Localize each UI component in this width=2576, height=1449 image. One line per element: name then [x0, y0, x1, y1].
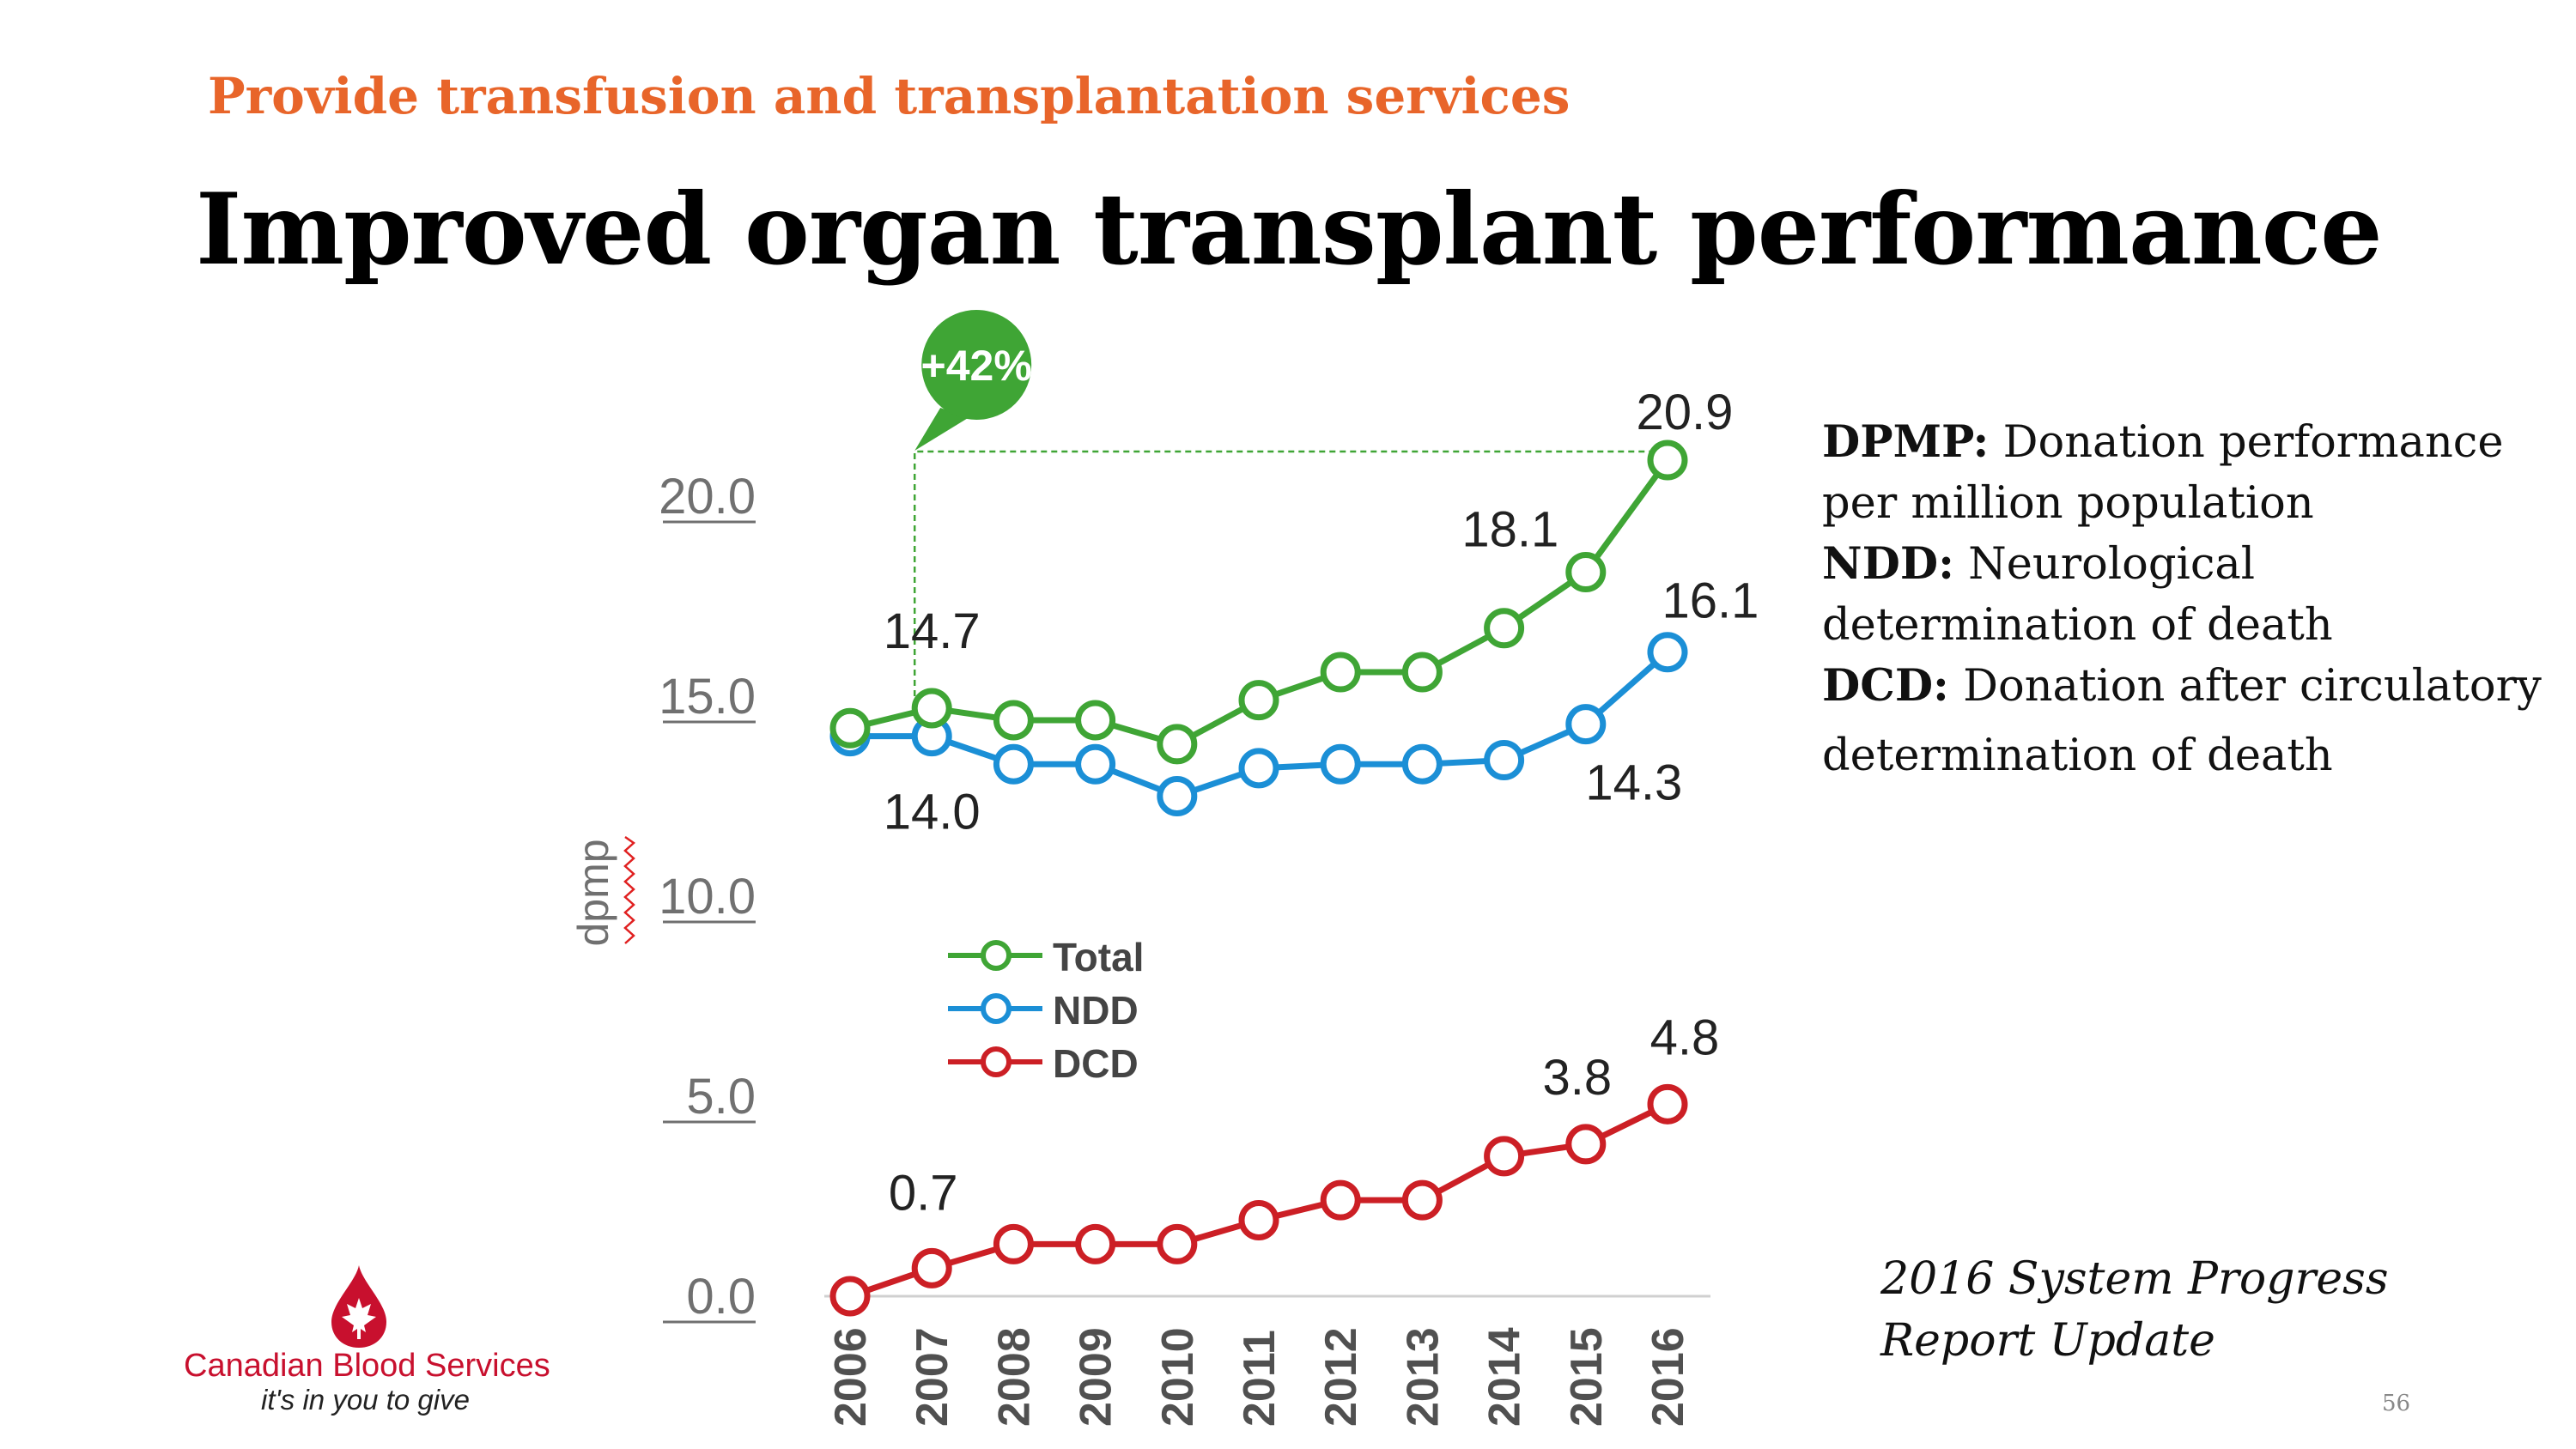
data-point-dcd [1238, 1199, 1279, 1240]
data-point-dcd [1157, 1223, 1198, 1264]
data-point-ndd [1401, 743, 1443, 785]
data-point-total [1320, 652, 1361, 693]
data-point-total [1075, 700, 1116, 741]
definition-ndd-cont: determination of death [1822, 595, 2542, 656]
data-label: 20.9 [1637, 385, 1734, 440]
data-point-dcd [1401, 1179, 1443, 1221]
x-tick-label: 2015 [1562, 1327, 1612, 1427]
data-point-ndd [1484, 740, 1525, 781]
data-label: 4.8 [1650, 1009, 1720, 1065]
logo-tagline: it's in you to give [261, 1384, 470, 1416]
report-reference: 2016 System Progress Report Update [1880, 1248, 2389, 1372]
definition-term: NDD: [1822, 538, 1954, 590]
x-tick-label: 2006 [826, 1327, 876, 1427]
definition-dpmp: DPMP: Donation performance [1822, 412, 2542, 473]
legend-marker [981, 1046, 1012, 1077]
series-dcd [829, 1083, 1688, 1317]
legend-label: Total [1053, 935, 1144, 979]
canadian-blood-services-logo: Canadian Blood Services it's in you to g… [180, 1264, 550, 1427]
data-label: 14.7 [884, 603, 981, 659]
percent-change-bubble [921, 310, 1032, 420]
x-tick-label: 2009 [1072, 1327, 1121, 1427]
data-point-ndd [1320, 743, 1361, 785]
series-ndd [829, 632, 1688, 816]
x-tick-label: 2014 [1480, 1327, 1530, 1427]
y-tick-label: 0.0 [686, 1269, 756, 1325]
data-label: 14.0 [884, 785, 981, 840]
legend-label: NDD [1053, 988, 1139, 1033]
data-point-dcd [1075, 1223, 1116, 1264]
data-point-dcd [1320, 1179, 1361, 1221]
data-point-ndd [1075, 743, 1116, 785]
bubble-tail [914, 408, 969, 451]
definition-dpmp-cont: per million population [1822, 473, 2542, 534]
data-point-ndd [1647, 632, 1688, 673]
y-tick-label: 5.0 [686, 1069, 756, 1125]
data-point-total [1401, 652, 1443, 693]
data-point-dcd [993, 1223, 1034, 1264]
legend-label: DCD [1053, 1041, 1139, 1086]
x-tick-label: 2013 [1398, 1327, 1448, 1427]
y-tick-label: 20.0 [659, 469, 756, 524]
data-point-total [829, 707, 871, 749]
x-tick-label: 2016 [1643, 1327, 1693, 1427]
report-line-2: Report Update [1880, 1315, 2215, 1367]
definition-text: determination of death [1822, 731, 2333, 781]
percent-change-label: +42% [921, 342, 1032, 390]
definitions-block: DPMP: Donation performance per million p… [1822, 412, 2542, 786]
legend-marker [981, 940, 1012, 971]
definition-dcd-cont: determination of death [1822, 725, 2542, 786]
section-heading: Provide transfusion and transplantation … [208, 67, 1571, 125]
data-point-total [1565, 552, 1607, 593]
definition-text: determination of death [1822, 600, 2333, 651]
page-number: 56 [2382, 1391, 2411, 1416]
x-tick-label: 2012 [1316, 1327, 1366, 1427]
data-label: 3.8 [1542, 1050, 1612, 1106]
logo-name: Canadian Blood Services [184, 1348, 550, 1384]
data-point-total [1484, 608, 1525, 649]
data-label: 18.1 [1461, 502, 1558, 558]
definition-text: Donation after circulatory [1963, 661, 2542, 712]
data-label: 14.3 [1585, 755, 1682, 811]
x-tick-label: 2007 [908, 1327, 957, 1427]
data-point-dcd [829, 1276, 871, 1317]
blood-drop-maple-leaf-icon [331, 1265, 386, 1348]
definition-text: Neurological [1968, 539, 2256, 590]
spellcheck-squiggle [623, 835, 636, 944]
data-point-total [911, 688, 952, 729]
definition-text: Donation performance [2002, 417, 2504, 468]
data-point-total [1238, 680, 1279, 721]
y-tick-label: 15.0 [659, 669, 756, 724]
x-tick-label: 2008 [989, 1327, 1039, 1427]
definition-ndd: NDD: Neurological [1822, 534, 2542, 595]
data-point-ndd [993, 743, 1034, 785]
legend-marker [981, 993, 1012, 1024]
chart-legend: Total NDD DCD [948, 935, 1144, 1086]
y-axis-label: dpmp [569, 839, 617, 946]
percent-change-bracket [913, 450, 1659, 706]
x-tick-label: 2011 [1235, 1330, 1285, 1427]
data-point-ndd [1157, 776, 1198, 816]
data-point-dcd [1647, 1083, 1688, 1125]
data-point-dcd [911, 1247, 952, 1288]
definition-dcd: DCD: Donation after circulatory [1822, 656, 2542, 717]
series-total [829, 440, 1688, 765]
definition-term: DCD: [1822, 660, 1949, 712]
data-point-dcd [1484, 1136, 1525, 1177]
report-line-1: 2016 System Progress [1880, 1253, 2389, 1305]
definition-term: DPMP: [1822, 416, 1990, 468]
data-point-dcd [1565, 1124, 1607, 1165]
slide-title: Improved organ transplant performance [196, 172, 2383, 287]
data-point-ndd [1565, 704, 1607, 745]
data-point-ndd [1238, 748, 1279, 789]
definition-text: per million population [1822, 478, 2314, 529]
data-label: 16.1 [1662, 573, 1759, 629]
data-label: 0.7 [889, 1165, 958, 1221]
data-point-total [1647, 440, 1688, 481]
y-tick-label: 10.0 [659, 869, 756, 925]
data-point-total [993, 700, 1034, 741]
data-point-total [1157, 724, 1198, 765]
x-tick-label: 2010 [1153, 1327, 1203, 1427]
